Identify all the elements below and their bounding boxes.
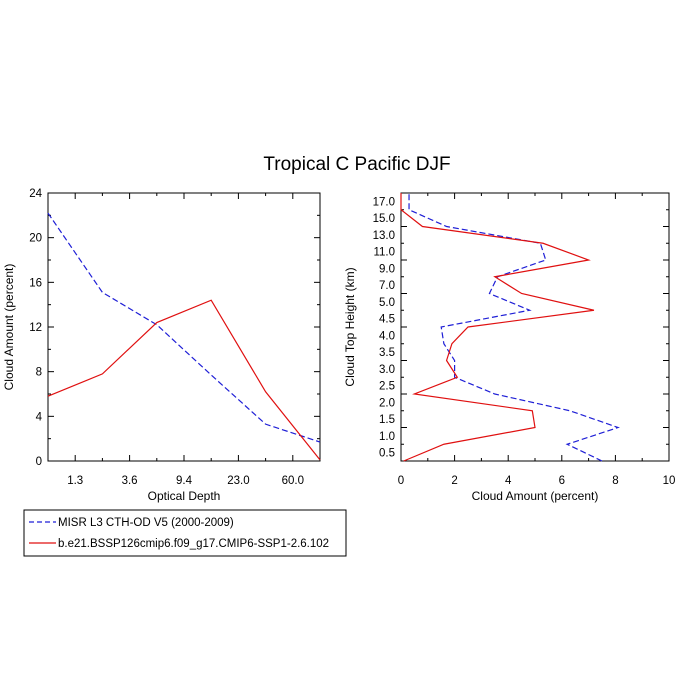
right-y-tick-label: 7.0 [379,280,395,292]
left-lines [47,212,321,461]
left-series-obs-line [47,212,321,443]
left-panel: 1.3 3.6 9.4 23.0 60.0 0 4 8 12 16 20 24 Optical Dep… [2,188,321,503]
right-lines [400,193,620,462]
left-x-tick-label: 60.0 [282,475,304,487]
right-y-tick-label: 17.0 [373,196,395,208]
right-y-tick-label: 3.0 [379,364,395,376]
legend-label-model: b.e21.BSSP126cmip6.f09_g17.CMIP6-SSP1-2.… [58,538,329,550]
right-y-tick-label: 11.0 [373,247,395,259]
right-x-tick-label: 4 [505,475,512,487]
right-y-axis-title: Cloud Top Height (km) [343,267,357,386]
legend: MISR L3 CTH-OD V5 (2000-2009) b.e21.BSSP… [23,509,347,557]
left-y-tick-label: 8 [36,367,42,379]
left-y-tick-label: 0 [36,456,42,468]
legend-label-obs: MISR L3 CTH-OD V5 (2000-2009) [58,517,234,529]
left-y-tick-label: 16 [29,277,42,289]
left-x-tick-label: 9.4 [176,475,193,487]
left-y-axis-title: Cloud Amount (percent) [2,264,16,391]
right-y-tick-label: 4.0 [379,330,395,342]
right-x-tick-label: 2 [451,475,457,487]
left-series-model-line [47,299,321,461]
right-y-tick-label: 2.0 [379,397,395,409]
right-panel: 0 2 4 6 8 10 0.5 1.0 1.5 2.0 2.5 3.0 3.5 4.0 4.5 5.0 7.0… [343,192,676,503]
left-y-tick-label: 12 [29,322,42,334]
right-x-tick-label: 6 [559,475,565,487]
right-y-tick-label: 2.5 [379,381,395,393]
left-x-tick-label: 1.3 [67,475,83,487]
left-y-tick-label: 4 [36,411,43,423]
left-x-tick-label: 3.6 [122,475,138,487]
right-y-tick-label: 3.5 [379,347,395,359]
right-series-obs-line [408,193,620,462]
left-y-tick-label: 24 [29,188,42,200]
right-series-model-line [400,193,595,462]
left-plot-frame [47,192,321,462]
right-y-tick-label: 0.5 [379,448,395,460]
right-ticks: 0 2 4 6 8 10 0.5 1.0 1.5 2.0 2.5 3.0 3.5 4.0 4.5 5.0 7.0… [373,192,676,487]
right-x-tick-label: 8 [612,475,618,487]
left-x-tick-label: 23.0 [227,475,249,487]
right-x-tick-label: 0 [398,475,404,487]
right-y-tick-label: 15.0 [373,213,395,225]
right-y-tick-label: 1.0 [379,431,395,443]
right-y-tick-label: 9.0 [379,263,395,275]
legend-box [23,509,347,557]
right-y-tick-label: 13.0 [373,230,395,242]
left-ticks: 1.3 3.6 9.4 23.0 60.0 0 4 8 12 16 20 24 [29,188,321,487]
right-y-tick-label: 5.0 [379,297,395,309]
right-y-tick-label: 4.5 [379,314,395,326]
right-x-axis-title: Cloud Amount (percent) [472,489,599,503]
chart-title: Tropical C Pacific DJF [263,154,450,175]
right-x-tick-label: 10 [663,475,676,487]
left-x-axis-title: Optical Depth [148,489,221,503]
right-y-tick-label: 1.5 [379,414,395,426]
left-y-tick-label: 20 [29,233,42,245]
